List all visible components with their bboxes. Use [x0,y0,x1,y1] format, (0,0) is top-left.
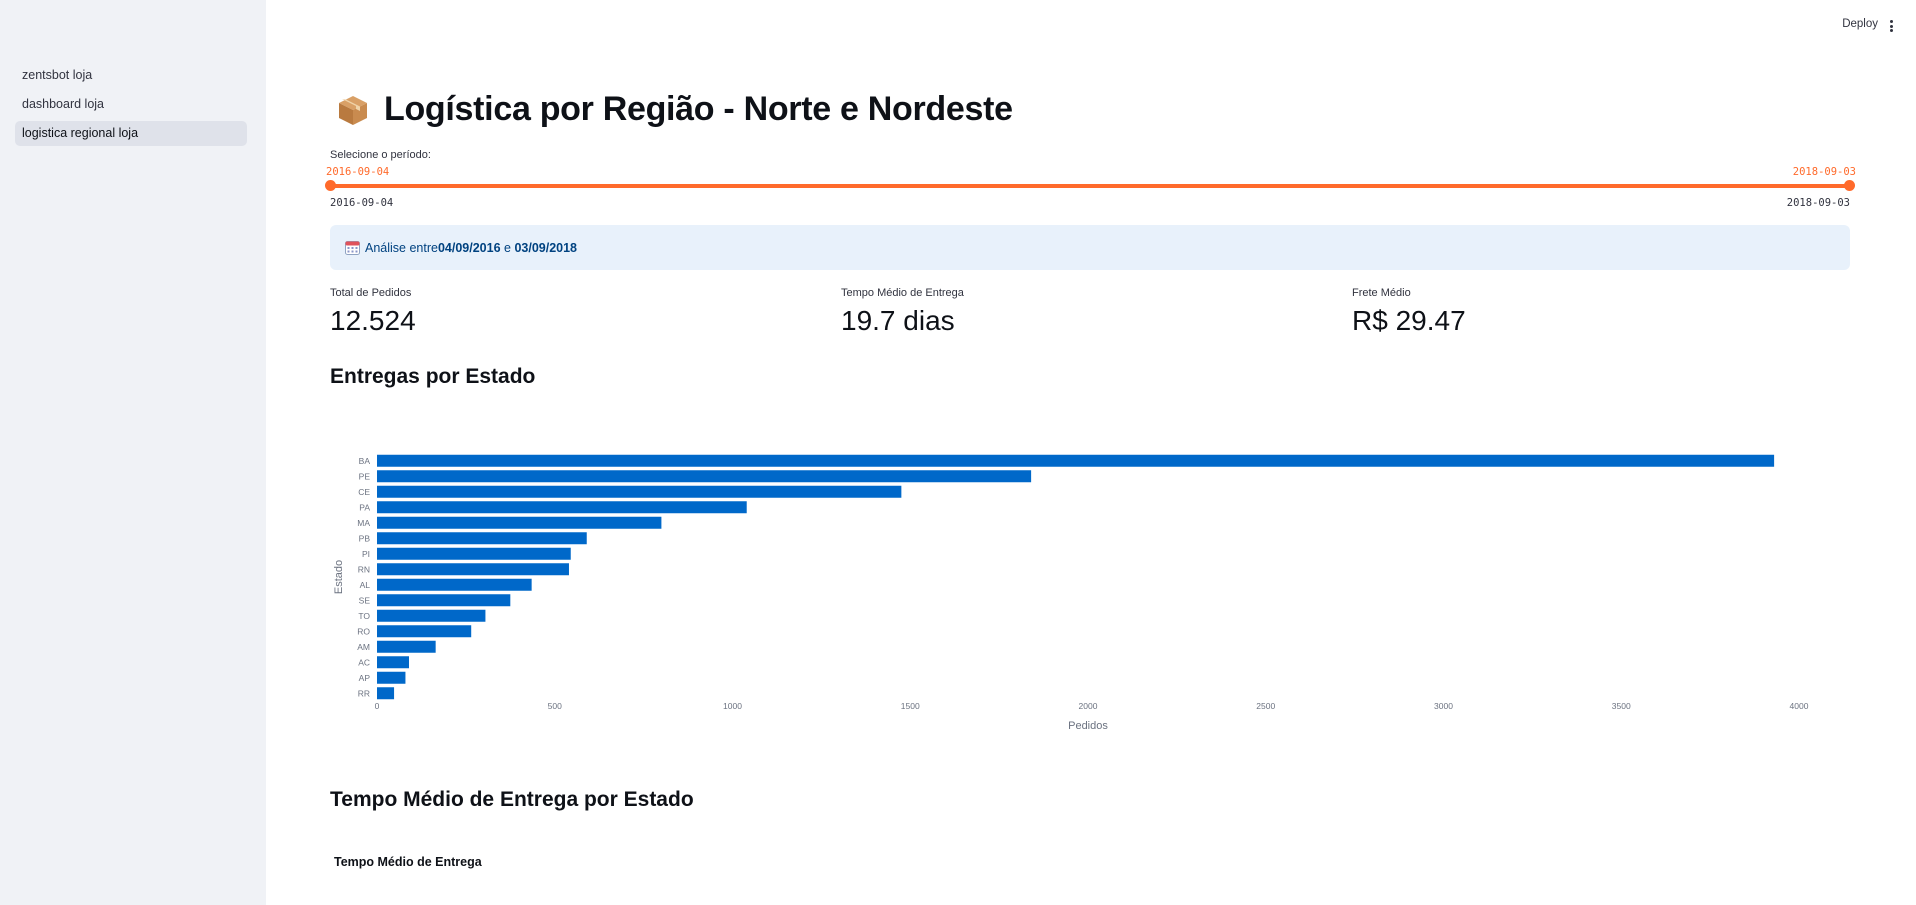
y-tick-label: RR [358,688,370,698]
period-slider-label: Selecione o período: [330,149,431,161]
bar-pa [377,501,747,514]
y-tick-label: AL [360,580,371,590]
y-tick-label: PA [359,502,370,512]
x-tick-label: 2000 [1079,701,1098,711]
y-tick-label: PB [359,533,371,543]
y-tick-label: AP [359,673,371,683]
section-title-entregas: Entregas por Estado [330,365,536,388]
bar-rr [377,687,395,700]
period-slider-track[interactable] [330,184,1850,188]
x-tick-label: 2500 [1256,701,1275,711]
page-title: Logística por Região - Norte e Nordeste [330,90,1013,129]
bar-al [377,578,532,591]
info-end-date: 03/09/2018 [514,240,577,255]
x-axis-label: Pedidos [1068,720,1108,732]
calendar-icon [345,241,360,255]
tempo-chart-subtitle: Tempo Médio de Entrega [334,855,482,869]
y-tick-label: AM [357,642,370,652]
info-start-date: 04/09/2016 [437,240,501,255]
slider-max-label: 2018-09-03 [1786,197,1850,209]
bar-pi [377,547,571,560]
y-tick-label: TO [358,611,370,621]
metric-tempo-medio: Tempo Médio de Entrega 19.7 dias [841,287,964,337]
metric-value: 19.7 dias [841,305,955,336]
bar-rn [377,563,569,576]
bar-ac [377,656,409,669]
slider-min-label: 2016-09-04 [330,197,394,209]
section-title-tempo: Tempo Médio de Entrega por Estado [330,788,694,811]
metric-label: Frete Médio [1352,287,1411,299]
x-tick-label: 1000 [723,701,742,711]
metric-value: 12.524 [330,305,416,336]
metric-value: R$ 29.47 [1352,305,1466,336]
sidebar-item-zentsbot-loja[interactable]: zentsbot loja [22,68,93,82]
y-axis-label: Estado [333,560,345,594]
entregas-bar-chart: BA PE CE PA MA PB PI RN AL SE TO RO AM AC AP RR 0 500 1000… [333,454,1809,732]
bar-ap [377,671,406,684]
page-title-text: Logística por Região - Norte e Nordeste [384,90,1013,128]
slider-end-handle[interactable] [1844,180,1855,191]
slider-end-value: 2018-09-03 [1792,166,1856,178]
x-tick-label: 3000 [1434,701,1453,711]
metric-total-pedidos: Total de Pedidos 12.524 [330,287,416,337]
info-joiner: e [500,240,515,255]
sidebar-nav: zentsbot loja dashboard loja logistica r… [15,63,247,150]
bar-pb [377,532,587,545]
period-info-box: Análise entre 04/09/2016 e 03/09/2018 [330,225,1850,270]
deploy-button[interactable]: Deploy [1842,18,1878,30]
package-icon [339,95,367,125]
sidebar-item-logistica-regional-loja[interactable]: logistica regional loja [15,121,247,146]
slider-start-value: 2016-09-04 [326,166,390,178]
y-tick-label: AC [358,657,370,667]
metric-label: Tempo Médio de Entrega [841,287,964,299]
sidebar: zentsbot loja dashboard loja logistica r… [0,0,266,905]
y-tick-label: CE [358,487,370,497]
x-tick-label: 0 [375,701,380,711]
bar-ba [377,454,1775,467]
bar-ma [377,516,662,529]
y-tick-label: BA [359,456,371,466]
top-toolbar: Deploy [1716,0,1916,54]
y-tick-label: PI [362,549,370,559]
bar-pe [377,470,1032,483]
x-tick-label: 500 [548,701,562,711]
sidebar-item-dashboard-loja[interactable]: dashboard loja [22,97,105,111]
bar-ro [377,625,472,638]
y-tick-label: RN [358,564,370,574]
x-tick-label: 1500 [901,701,920,711]
info-prefix: Análise entre [365,240,438,255]
x-tick-label: 4000 [1790,701,1809,711]
bar-ce [377,485,902,498]
main-menu-icon[interactable] [1890,20,1894,32]
bar-am [377,640,436,653]
y-tick-label: SE [359,595,371,605]
y-tick-label: PE [359,471,371,481]
slider-start-handle[interactable] [325,180,336,191]
metric-frete-medio: Frete Médio R$ 29.47 [1352,287,1466,337]
y-tick-label: MA [357,518,370,528]
y-tick-label: RO [357,626,370,636]
bar-se [377,594,511,607]
x-tick-label: 3500 [1612,701,1631,711]
bar-to [377,609,486,622]
metric-label: Total de Pedidos [330,287,412,299]
